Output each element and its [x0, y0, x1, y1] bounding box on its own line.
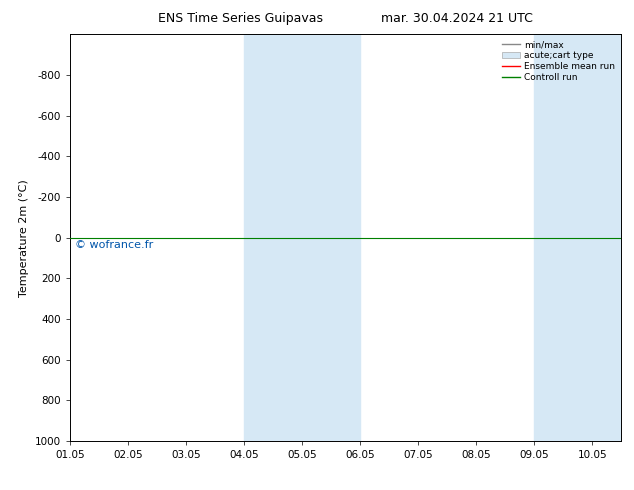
Text: mar. 30.04.2024 21 UTC: mar. 30.04.2024 21 UTC: [380, 12, 533, 25]
Bar: [534, 34, 621, 441]
Legend: min/max, acute;cart type, Ensemble mean run, Controll run: min/max, acute;cart type, Ensemble mean …: [500, 39, 617, 84]
Text: ENS Time Series Guipavas: ENS Time Series Guipavas: [158, 12, 323, 25]
Bar: [244, 34, 360, 441]
Y-axis label: Temperature 2m (°C): Temperature 2m (°C): [19, 179, 29, 296]
Text: © wofrance.fr: © wofrance.fr: [75, 240, 153, 250]
